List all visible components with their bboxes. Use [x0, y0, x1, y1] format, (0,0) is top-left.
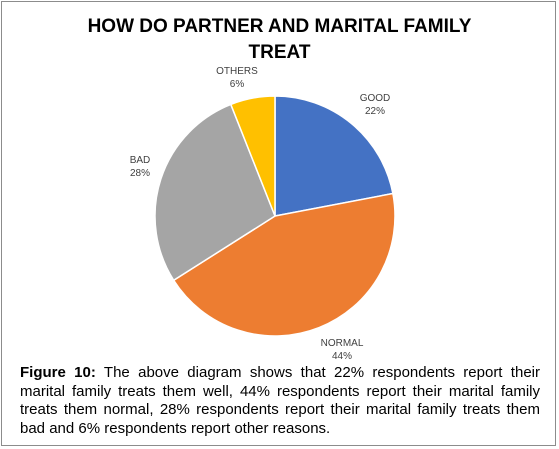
- pie-slices: [154, 95, 396, 337]
- slice-label-name: NORMAL: [321, 338, 364, 349]
- pie-slice-bad: [154, 103, 276, 282]
- figure-caption: Figure 10: The above diagram shows that …: [20, 364, 540, 438]
- slice-label-value: 22%: [365, 106, 385, 117]
- pie-slice-good: [274, 95, 394, 217]
- slice-label-value: 6%: [230, 79, 245, 90]
- pie-labels: GOOD 22% NORMAL 44% BAD 28% OTHERS 6%: [130, 66, 391, 362]
- slice-label-name: BAD: [130, 155, 151, 166]
- slice-label-good: GOOD 22%: [360, 93, 391, 117]
- caption-label: Figure 10:: [20, 364, 96, 381]
- slice-label-name: OTHERS: [216, 66, 258, 77]
- slice-label-normal: NORMAL 44%: [321, 338, 364, 362]
- slice-label-bad: BAD 28%: [130, 155, 151, 179]
- pie-slice-normal: [172, 192, 396, 337]
- pie-slice-others: [229, 95, 276, 217]
- slice-label-value: 28%: [130, 168, 150, 179]
- chart-title-line-2: TREAT: [248, 42, 311, 63]
- caption-text: The above diagram shows that 22% respond…: [20, 364, 540, 437]
- chart-title-line-1: HOW DO PARTNER AND MARITAL FAMILY: [87, 16, 472, 37]
- chart-title: HOW DO PARTNER AND MARITAL FAMILY TREAT: [20, 14, 539, 66]
- slice-label-name: GOOD: [360, 93, 391, 104]
- slice-label-others: OTHERS 6%: [216, 66, 258, 90]
- slice-label-value: 44%: [332, 351, 352, 362]
